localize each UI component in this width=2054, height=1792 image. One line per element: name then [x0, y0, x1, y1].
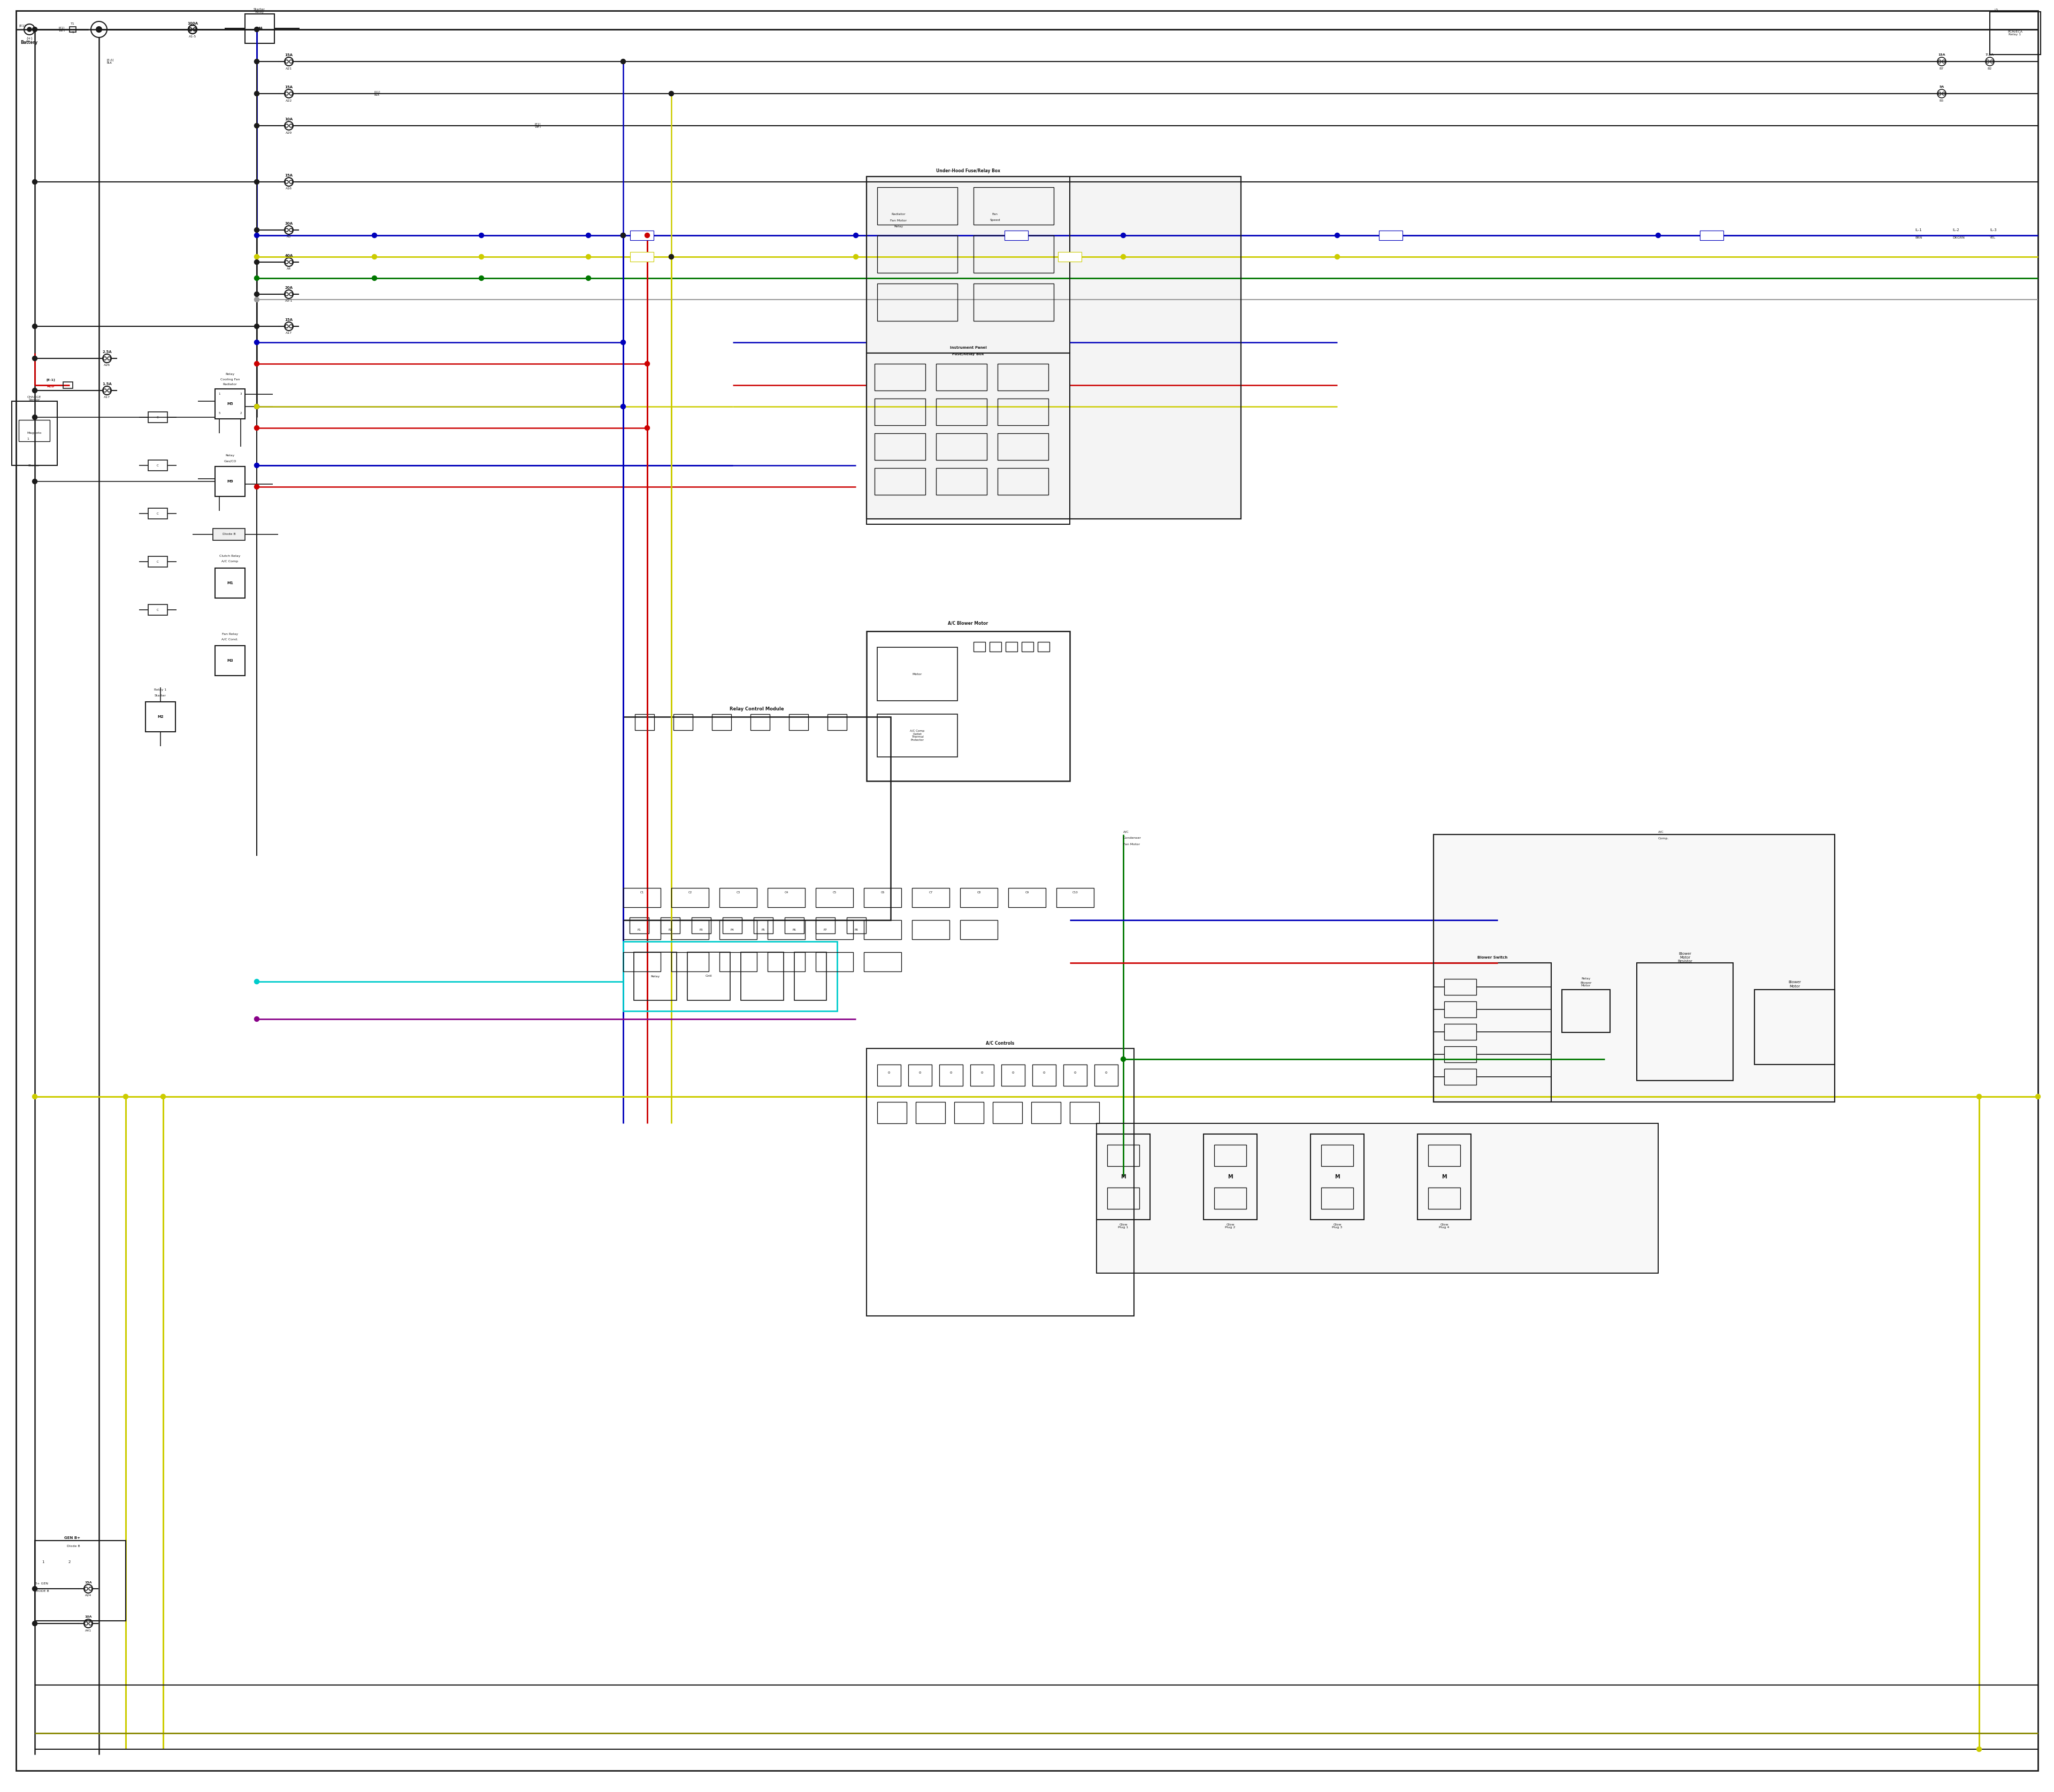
Bar — [865, 952, 902, 971]
Text: 15A: 15A — [1939, 54, 1945, 56]
Text: [E1]
WHT: [E1] WHT — [60, 27, 66, 32]
Text: o: o — [1043, 1072, 1045, 1073]
Bar — [661, 918, 680, 934]
Text: M: M — [1335, 1174, 1339, 1179]
Bar — [815, 952, 852, 971]
Text: YEL: YEL — [1990, 237, 1996, 240]
Text: 5A: 5A — [1939, 86, 1945, 88]
Bar — [35, 1541, 125, 1620]
Circle shape — [1121, 254, 1126, 260]
Bar — [244, 14, 275, 43]
Bar — [148, 556, 168, 566]
Bar — [148, 412, 168, 423]
Bar — [1107, 1188, 1140, 1210]
Circle shape — [33, 27, 37, 32]
Text: A41: A41 — [84, 1629, 92, 1633]
Bar — [1428, 1145, 1460, 1167]
Circle shape — [255, 462, 259, 468]
Circle shape — [255, 340, 259, 344]
Text: (+): (+) — [27, 38, 33, 39]
Text: M2: M2 — [158, 715, 164, 719]
Bar — [723, 918, 741, 934]
Text: M4: M4 — [257, 27, 263, 30]
Text: B+ GEN: B+ GEN — [35, 1582, 47, 1584]
Text: o: o — [982, 1072, 984, 1073]
Text: P4: P4 — [731, 928, 733, 932]
Text: Starter
Relay: Starter Relay — [253, 7, 265, 14]
Bar — [1097, 1124, 1658, 1272]
Text: M: M — [1121, 1174, 1126, 1179]
Text: C1: C1 — [641, 891, 643, 894]
Bar — [937, 434, 986, 461]
Bar — [635, 952, 676, 1000]
Bar — [622, 717, 891, 919]
Bar — [916, 1102, 945, 1124]
Text: 1.5A: 1.5A — [103, 382, 111, 385]
Text: o: o — [1105, 1072, 1107, 1073]
Bar — [768, 889, 805, 907]
Text: A/C Cond.: A/C Cond. — [222, 638, 238, 640]
Text: Starter: Starter — [29, 464, 41, 466]
Bar — [622, 919, 661, 939]
Circle shape — [255, 978, 259, 984]
Bar — [216, 645, 244, 676]
Text: Fan Relay: Fan Relay — [222, 633, 238, 634]
Bar — [969, 1064, 994, 1086]
Bar — [1033, 1064, 1056, 1086]
Text: o: o — [918, 1072, 920, 1073]
Circle shape — [255, 228, 259, 233]
Bar — [70, 27, 76, 32]
Bar — [789, 715, 807, 729]
Text: BRN: BRN — [1914, 237, 1923, 240]
Circle shape — [255, 1016, 259, 1021]
Text: Fuse/Relay Box: Fuse/Relay Box — [953, 353, 984, 357]
Bar — [828, 715, 846, 729]
Circle shape — [1976, 1747, 1982, 1751]
Circle shape — [852, 254, 859, 260]
Text: Relay Control Module: Relay Control Module — [729, 706, 785, 711]
Circle shape — [585, 233, 592, 238]
Bar — [750, 715, 770, 729]
Bar — [1214, 1188, 1247, 1210]
Bar — [1444, 978, 1477, 995]
Circle shape — [255, 484, 259, 489]
Bar — [846, 918, 867, 934]
Bar — [672, 919, 709, 939]
Bar — [1990, 13, 2040, 54]
Text: 15A: 15A — [286, 54, 294, 57]
Bar — [867, 177, 1241, 520]
Bar — [912, 889, 949, 907]
Text: Glow
Plug 3: Glow Plug 3 — [1333, 1224, 1343, 1229]
Circle shape — [255, 91, 259, 97]
Bar — [1428, 1188, 1460, 1210]
Text: Speed: Speed — [990, 219, 1000, 222]
Text: A/C: A/C — [1658, 830, 1664, 833]
Text: BLU: BLU — [1709, 237, 1715, 240]
Bar — [1021, 642, 1033, 652]
Bar — [1058, 253, 1082, 262]
Text: [E1]
WHT: [E1] WHT — [534, 124, 542, 129]
Bar — [867, 631, 1070, 781]
Text: 15A: 15A — [286, 174, 294, 177]
Circle shape — [97, 27, 101, 32]
Text: Fan Motor: Fan Motor — [889, 219, 908, 222]
Bar — [1006, 642, 1017, 652]
Circle shape — [585, 276, 592, 281]
Bar — [877, 1102, 906, 1124]
Bar — [631, 918, 649, 934]
Bar — [741, 952, 785, 1000]
Circle shape — [670, 91, 674, 97]
Bar — [815, 889, 852, 907]
Circle shape — [2036, 1095, 2040, 1098]
Text: P6: P6 — [793, 928, 797, 932]
Text: A/C: A/C — [1124, 830, 1130, 833]
Text: [E-1]: [E-1] — [47, 378, 55, 382]
Circle shape — [620, 233, 626, 238]
Text: Magneto: Magneto — [27, 432, 41, 435]
Text: A17: A17 — [286, 332, 292, 335]
Text: DKGRN: DKGRN — [1953, 237, 1964, 240]
Circle shape — [33, 414, 37, 419]
Bar — [912, 919, 949, 939]
Bar — [622, 889, 661, 907]
Bar — [692, 918, 711, 934]
